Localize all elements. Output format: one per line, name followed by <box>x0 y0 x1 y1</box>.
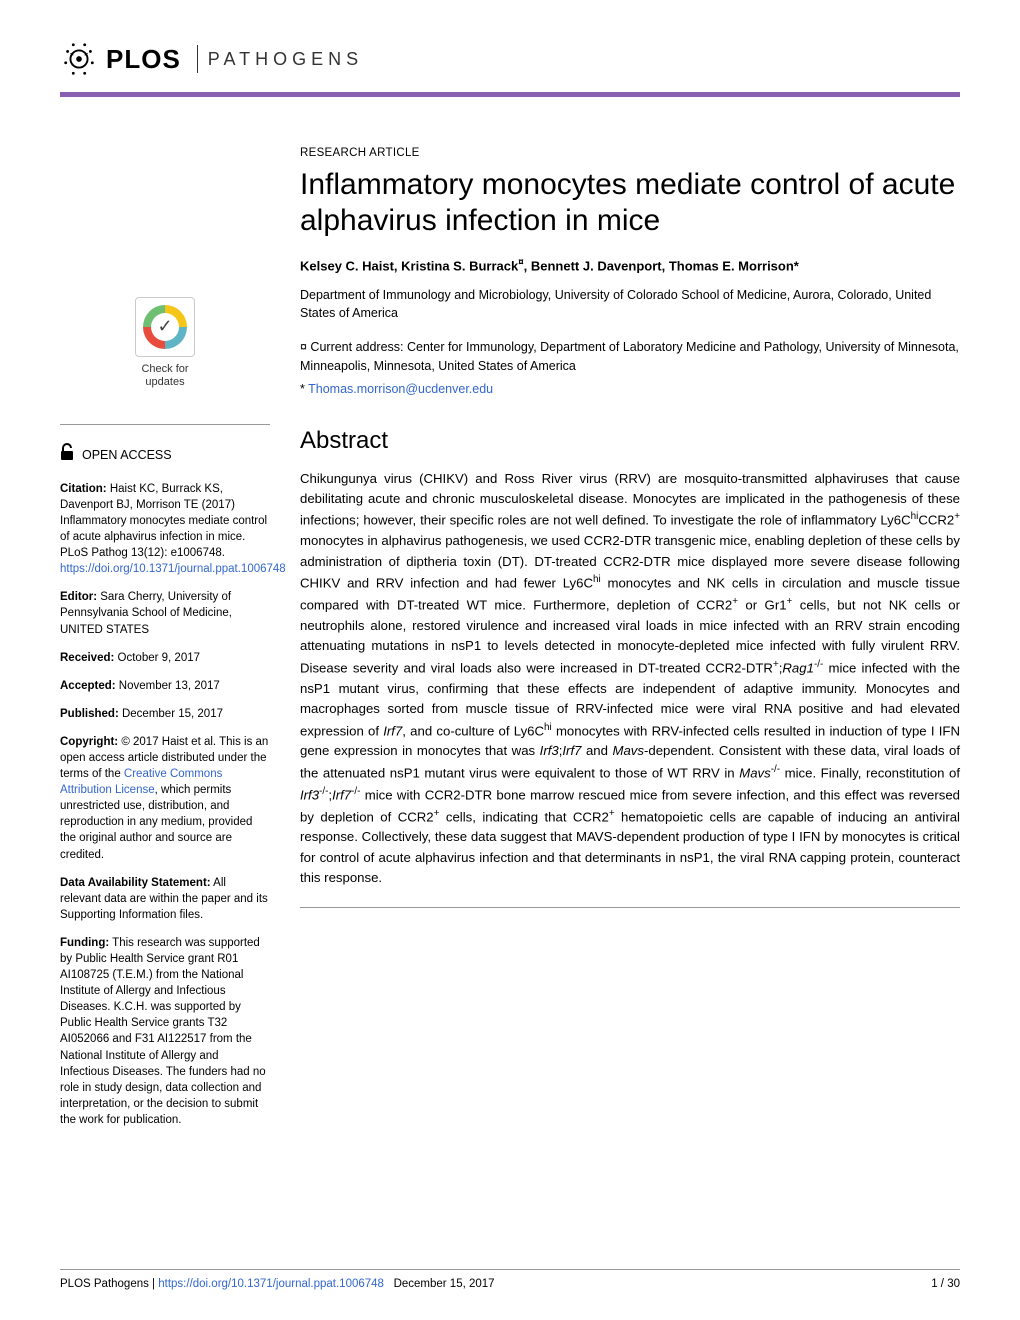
abstract-rule <box>300 907 960 908</box>
article-body: RESEARCH ARTICLE Inflammatory monocytes … <box>290 147 960 1140</box>
check-for-updates[interactable]: ✓ Check for updates <box>60 297 270 389</box>
open-lock-icon <box>60 443 76 468</box>
author-list: Kelsey C. Haist, Kristina S. Burrack¤, B… <box>300 257 960 273</box>
header-rule <box>60 92 960 97</box>
footer-journal: PLOS Pathogens | <box>60 1278 158 1290</box>
footer-doi-link[interactable]: https://doi.org/10.1371/journal.ppat.100… <box>158 1278 384 1290</box>
sidebar: ✓ Check for updates OPEN ACCESS Citation… <box>60 147 290 1140</box>
current-address-note: ¤ Current address: Center for Immunology… <box>300 338 960 376</box>
abstract-heading: Abstract <box>300 427 960 455</box>
data-availability-block: Data Availability Statement: All relevan… <box>60 875 270 923</box>
crossmark-badge: ✓ <box>135 297 195 357</box>
abstract-text: Chikungunya virus (CHIKV) and Ross River… <box>300 469 960 889</box>
copyright-block: Copyright: © 2017 Haist et al. This is a… <box>60 734 270 863</box>
received-block: Received: October 9, 2017 <box>60 650 270 666</box>
funding-block: Funding: This research was supported by … <box>60 935 270 1128</box>
citation-doi-link[interactable]: https://doi.org/10.1371/journal.ppat.100… <box>60 563 286 575</box>
check-updates-label: Check for updates <box>60 363 270 389</box>
article-type: RESEARCH ARTICLE <box>300 147 960 159</box>
footer-date: December 15, 2017 <box>394 1278 495 1290</box>
page-footer: PLOS Pathogens | https://doi.org/10.1371… <box>60 1269 960 1290</box>
editor-block: Editor: Sara Cherry, University of Penns… <box>60 589 270 637</box>
corresponding-note: * Thomas.morrison@ucdenver.edu <box>300 380 960 399</box>
open-access-text: OPEN ACCESS <box>82 447 172 465</box>
affiliation: Department of Immunology and Microbiolog… <box>300 287 960 322</box>
citation-block: Citation: Haist KC, Burrack KS, Davenpor… <box>60 481 270 578</box>
accepted-block: Accepted: November 13, 2017 <box>60 678 270 694</box>
journal-header: PLOS PATHOGENS <box>60 40 960 86</box>
open-access-badge: OPEN ACCESS <box>60 443 270 468</box>
published-block: Published: December 15, 2017 <box>60 706 270 722</box>
article-title: Inflammatory monocytes mediate control o… <box>300 167 960 239</box>
plos-logo-icon <box>60 40 98 78</box>
sidebar-divider <box>60 424 270 425</box>
logo-divider <box>197 45 198 73</box>
journal-name: PATHOGENS <box>208 49 363 70</box>
corresponding-email-link[interactable]: Thomas.morrison@ucdenver.edu <box>308 382 493 396</box>
plos-wordmark: PLOS <box>106 44 181 75</box>
page-number: 1 / 30 <box>931 1278 960 1290</box>
